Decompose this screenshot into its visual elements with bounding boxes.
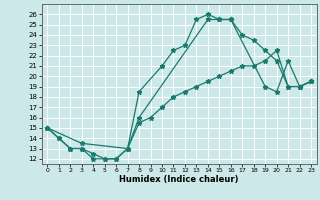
X-axis label: Humidex (Indice chaleur): Humidex (Indice chaleur)	[119, 175, 239, 184]
